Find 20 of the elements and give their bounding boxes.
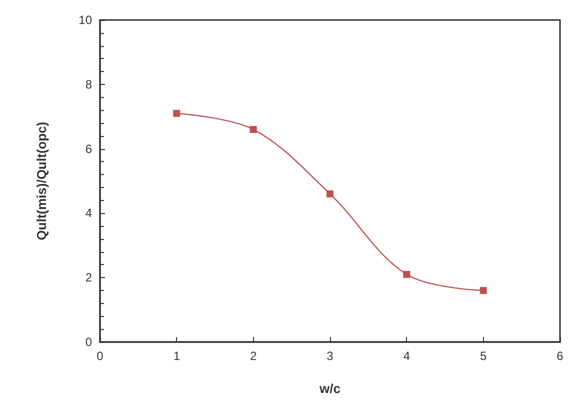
x-tick-label: 1 (173, 349, 180, 363)
x-tick-label: 2 (250, 349, 257, 363)
point (326, 190, 334, 198)
x-axis-title: w/c (318, 381, 340, 396)
x-tick-label: 4 (403, 349, 410, 363)
y-tick-label: 6 (85, 142, 92, 156)
point (173, 110, 180, 117)
y-tick-label: 0 (85, 335, 92, 349)
point (250, 126, 257, 133)
y-tick-label: 8 (85, 77, 92, 92)
x-tick-label: 5 (480, 349, 487, 363)
x-tick-label: 6 (556, 349, 564, 363)
x-tick-label: 3 (326, 349, 334, 363)
y-tick-label: 4 (85, 206, 92, 220)
y-tick-label: 2 (85, 270, 92, 285)
point (403, 270, 410, 278)
x-tick-label: 0 (96, 349, 104, 363)
y-tick-label: 10 (78, 13, 92, 27)
y-axis-title: Qult(mis)/Qult(opc) (34, 122, 49, 240)
point (480, 286, 487, 294)
